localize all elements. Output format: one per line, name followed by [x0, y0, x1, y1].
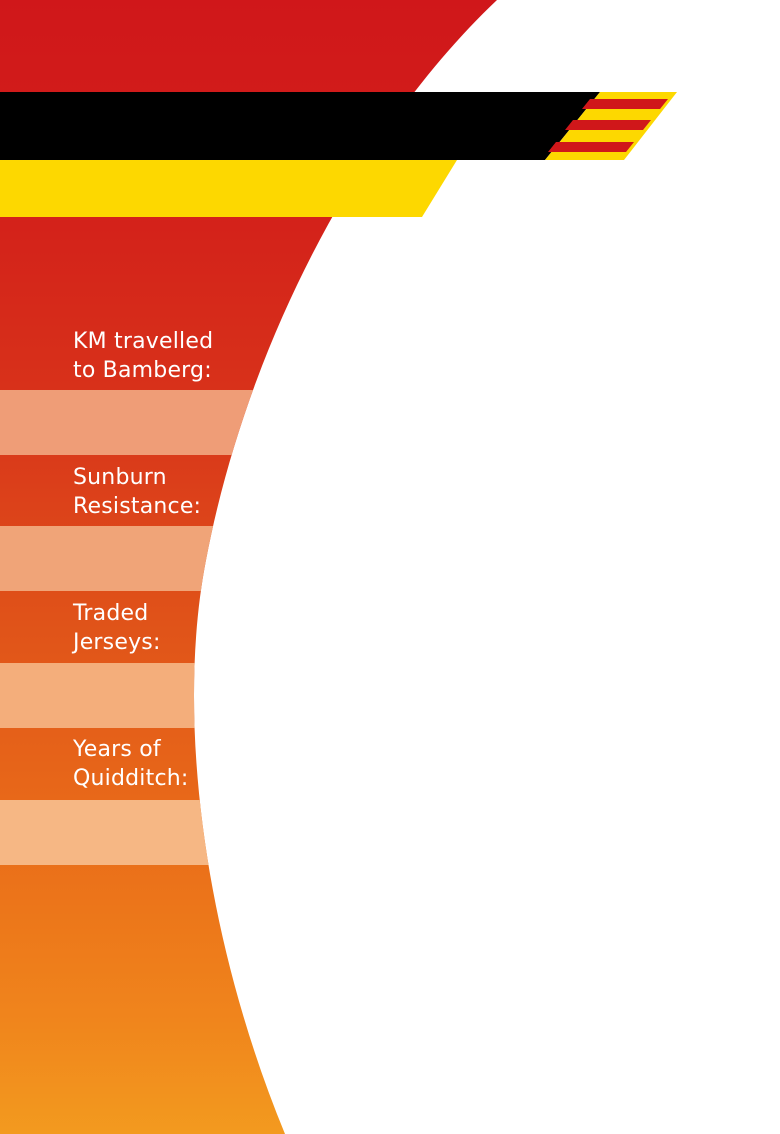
black-stripe: [0, 92, 600, 160]
traded-jerseys-label: Traded Jerseys:: [73, 601, 161, 655]
value-row-yrs: [0, 800, 400, 865]
value-row-jer: [0, 663, 400, 728]
value-row-sun: [0, 526, 400, 591]
sunburn-resistance-label: Sunburn Resistance:: [73, 465, 202, 519]
value-row-km: [0, 390, 400, 455]
km-travelled-label: KM travelled to Bamberg:: [73, 329, 214, 383]
yellow-stripe: [0, 160, 457, 217]
stripe-cap-red: [548, 99, 668, 152]
years-of-quidditch-label: Years of Quidditch:: [73, 737, 189, 791]
